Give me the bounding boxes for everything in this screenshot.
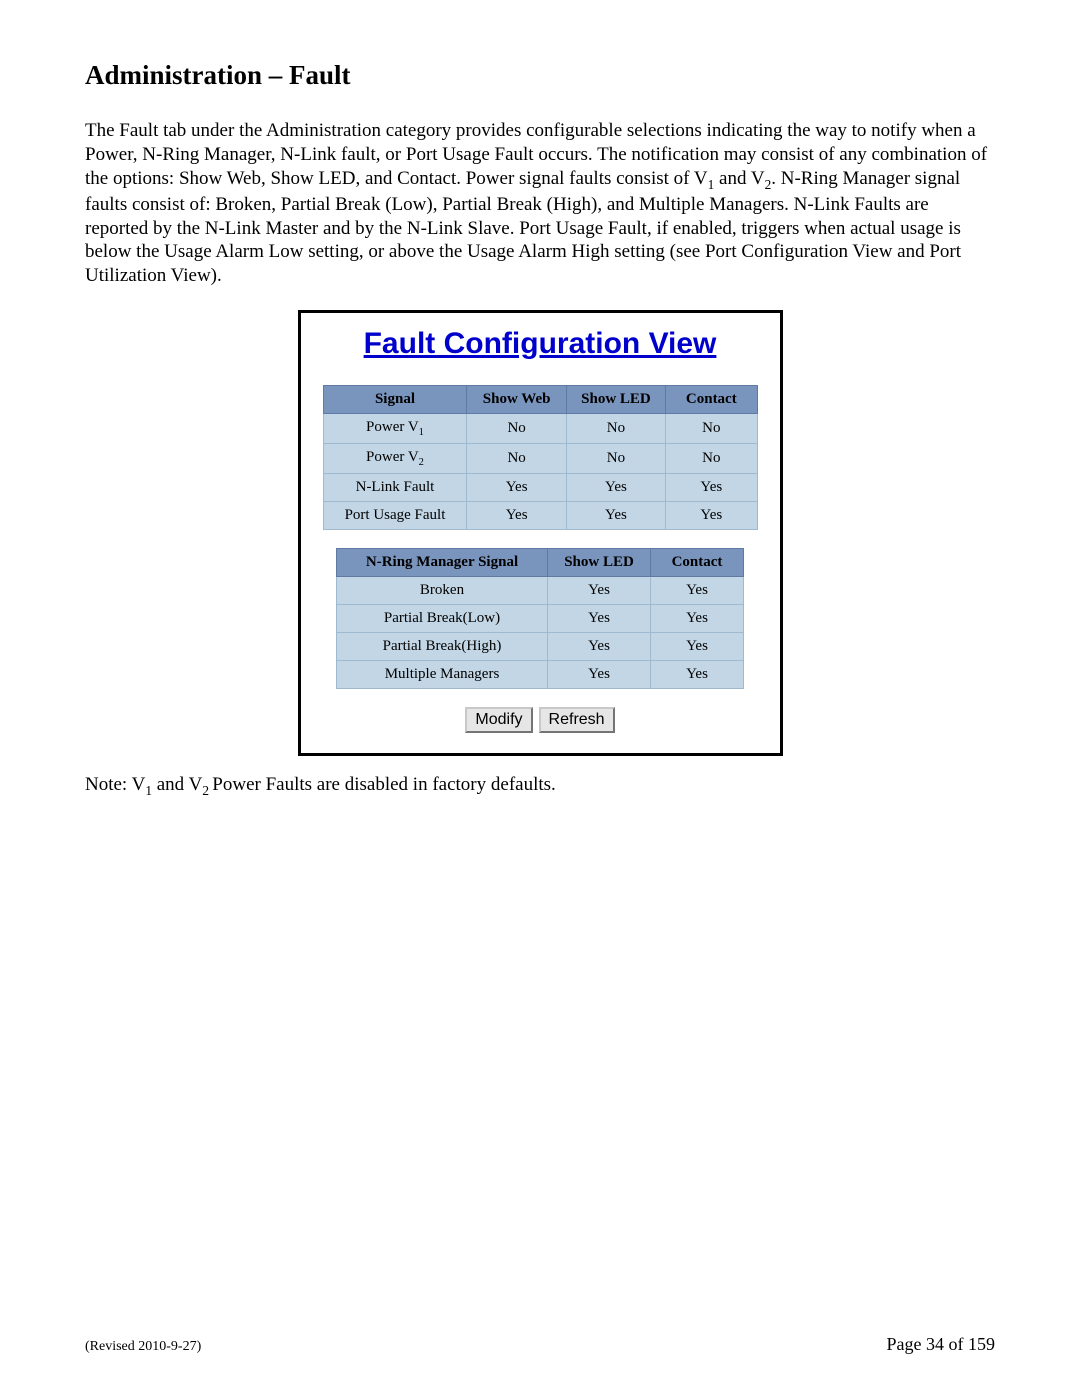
cell-signal: Multiple Managers <box>337 660 548 688</box>
table-header: Show LED <box>566 385 665 413</box>
cell-show-web: No <box>467 413 566 443</box>
cell-show-led: Yes <box>548 604 651 632</box>
cell-show-web: Yes <box>467 501 566 529</box>
table-row: Power V1NoNoNo <box>323 413 757 443</box>
footer-revised: (Revised 2010-9-27) <box>85 1339 201 1355</box>
cell-show-led: Yes <box>548 576 651 604</box>
modify-button[interactable]: Modify <box>465 707 532 733</box>
cell-signal: Partial Break(Low) <box>337 604 548 632</box>
cell-signal: N-Link Fault <box>323 473 467 501</box>
table-header: Contact <box>651 548 744 576</box>
table-header: N-Ring Manager Signal <box>337 548 548 576</box>
nring-table: N-Ring Manager SignalShow LEDContactBrok… <box>336 548 744 689</box>
cell-contact: No <box>666 443 757 473</box>
cell-signal: Partial Break(High) <box>337 632 548 660</box>
cell-show-led: No <box>566 413 665 443</box>
cell-signal: Broken <box>337 576 548 604</box>
cell-contact: Yes <box>651 632 744 660</box>
table-row: Port Usage FaultYesYesYes <box>323 501 757 529</box>
cell-show-led: No <box>566 443 665 473</box>
table-row: BrokenYesYes <box>337 576 744 604</box>
footer-page-number: Page 34 of 159 <box>887 1334 995 1355</box>
panel-title: Fault Configuration View <box>323 327 758 361</box>
cell-show-web: Yes <box>467 473 566 501</box>
cell-show-led: Yes <box>566 501 665 529</box>
cell-contact: Yes <box>651 660 744 688</box>
cell-show-led: Yes <box>566 473 665 501</box>
signal-table: SignalShow WebShow LEDContactPower V1NoN… <box>323 385 758 530</box>
fault-config-panel: Fault Configuration View SignalShow WebS… <box>298 310 783 756</box>
table-row: Power V2NoNoNo <box>323 443 757 473</box>
table-row: N-Link FaultYesYesYes <box>323 473 757 501</box>
intro-paragraph: The Fault tab under the Administration c… <box>85 119 995 288</box>
table-row: Partial Break(High)YesYes <box>337 632 744 660</box>
cell-show-led: Yes <box>548 632 651 660</box>
cell-signal: Port Usage Fault <box>323 501 467 529</box>
button-row: Modify Refresh <box>323 707 758 733</box>
table-header: Signal <box>323 385 467 413</box>
cell-signal: Power V2 <box>323 443 467 473</box>
table-row: Multiple ManagersYesYes <box>337 660 744 688</box>
cell-show-web: No <box>467 443 566 473</box>
cell-contact: No <box>666 413 757 443</box>
cell-signal: Power V1 <box>323 413 467 443</box>
cell-contact: Yes <box>666 473 757 501</box>
table-row: Partial Break(Low)YesYes <box>337 604 744 632</box>
cell-contact: Yes <box>651 604 744 632</box>
page-title: Administration – Fault <box>85 60 995 91</box>
table-header: Show LED <box>548 548 651 576</box>
cell-show-led: Yes <box>548 660 651 688</box>
table-header: Contact <box>666 385 757 413</box>
page-footer: (Revised 2010-9-27) Page 34 of 159 <box>85 1334 995 1355</box>
table-header: Show Web <box>467 385 566 413</box>
note-text: Note: V1 and V2 Power Faults are disable… <box>85 774 995 799</box>
cell-contact: Yes <box>651 576 744 604</box>
refresh-button[interactable]: Refresh <box>539 707 615 733</box>
cell-contact: Yes <box>666 501 757 529</box>
